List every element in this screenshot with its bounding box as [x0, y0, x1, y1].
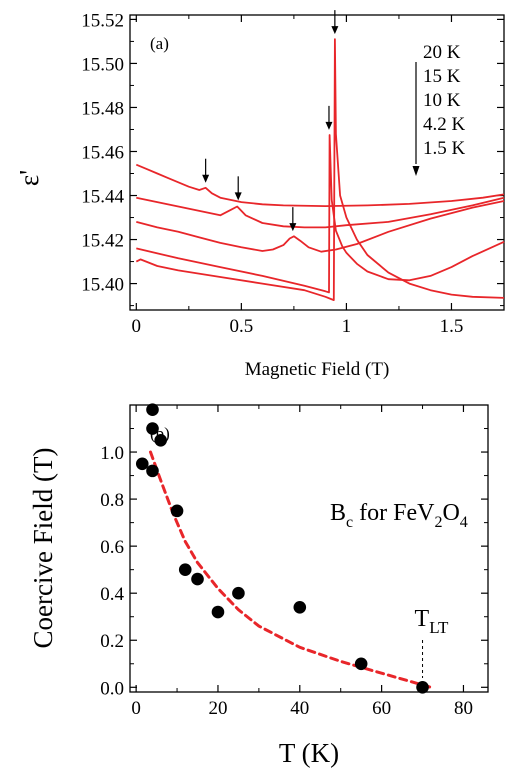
- fit-curve: [149, 450, 433, 689]
- y-tick-label: 15.48: [81, 98, 124, 119]
- legend-entry: 10 K: [423, 90, 461, 111]
- data-point: [146, 422, 159, 435]
- x-tick-label: 20: [208, 698, 227, 719]
- annotation-part: B: [330, 500, 346, 526]
- series-line: [135, 163, 505, 207]
- legend-arrow-head: [412, 166, 420, 176]
- data-point: [191, 572, 204, 586]
- tlt-label: TLT: [415, 606, 449, 637]
- series-line: [136, 200, 505, 253]
- legend-entry: 20 K: [423, 42, 461, 63]
- data-point: [170, 504, 184, 518]
- arrow-head: [234, 192, 242, 201]
- data-point: [416, 680, 429, 694]
- data-point: [135, 457, 149, 471]
- legend-entry: 1.5 K: [423, 138, 466, 159]
- data-point: [146, 464, 159, 478]
- y-tick-label: 15.50: [81, 54, 124, 75]
- arrow-head: [202, 174, 210, 183]
- x-tick-label: 40: [290, 698, 309, 719]
- annotation-part: O: [442, 500, 459, 526]
- plot-frame: [129, 14, 505, 311]
- x-tick-label: 0.5: [229, 316, 253, 337]
- data-point: [211, 605, 225, 619]
- arrow-head: [325, 121, 333, 130]
- y-tick-label: 15.40: [81, 275, 124, 296]
- y-tick-label: 0.4: [100, 584, 124, 605]
- series-line: [136, 196, 505, 229]
- data-point: [146, 403, 159, 417]
- tlt-label-main: T: [415, 606, 430, 632]
- x-tick-label: 60: [372, 698, 391, 719]
- y-tick-label: 0.6: [100, 537, 124, 558]
- tlt-label-sub: LT: [429, 618, 449, 637]
- x-tick-label: 0: [131, 698, 141, 719]
- y-tick-label: 0.2: [100, 631, 124, 652]
- x-tick-label: 0: [132, 316, 142, 337]
- arrow-head: [331, 26, 339, 35]
- data-point: [154, 433, 167, 447]
- y-tick-label: 15.46: [81, 142, 124, 163]
- x-tick-label: 80: [454, 698, 473, 719]
- y-tick-label: 0.8: [100, 490, 124, 511]
- x-axis-label: T (K): [279, 738, 339, 768]
- x-tick-label: 1.5: [440, 316, 464, 337]
- annotation-part: 2: [434, 514, 442, 531]
- data-point: [293, 601, 307, 614]
- x-tick-label: 1: [342, 316, 352, 337]
- y-tick-label: 1.0: [100, 443, 124, 464]
- annotation-bc: Bc for FeV2O4: [330, 500, 468, 531]
- arrow-head: [289, 223, 297, 232]
- data-point: [232, 586, 245, 600]
- y-tick-label: 15.52: [81, 10, 124, 31]
- y-tick-label: 15.44: [81, 187, 124, 208]
- data-point: [178, 563, 192, 576]
- y-axis-label: ε': [14, 170, 44, 186]
- series-line: [136, 134, 505, 294]
- annotation-part: 4: [460, 514, 468, 531]
- panel-a-chart: 0 0.5 1 1.5 15.40 15.42 15.44 15.46 15.48 15.50 15…: [14, 10, 505, 380]
- panel-label: (a): [150, 34, 169, 53]
- series-line: [135, 38, 505, 301]
- y-tick-label: 0.0: [100, 678, 124, 699]
- annotation-part: for FeV: [353, 500, 435, 526]
- legend-entry: 15 K: [423, 66, 461, 87]
- plot-frame: [129, 404, 489, 693]
- annotation-part: c: [346, 514, 353, 531]
- data-point: [354, 657, 368, 671]
- y-axis-label: Coercive Field (T): [28, 448, 58, 649]
- legend-entry: 4.2 K: [423, 114, 466, 135]
- x-axis-label: Magnetic Field (T): [245, 359, 390, 380]
- y-tick-label: 15.42: [81, 231, 124, 252]
